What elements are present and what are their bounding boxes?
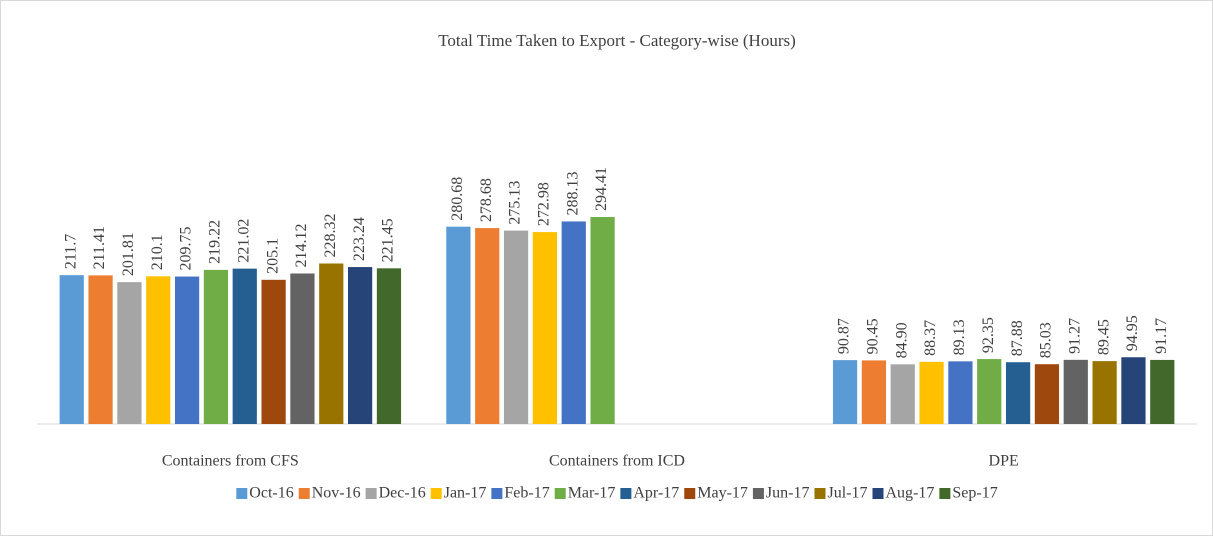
legend-label: Jun-17 [766, 485, 810, 502]
bar [347, 267, 373, 424]
bar [532, 232, 558, 424]
bar [1150, 359, 1175, 424]
data-label: 91.27 [1066, 318, 1083, 354]
legend-label: Nov-16 [312, 485, 361, 502]
bar [1005, 362, 1031, 424]
bar [948, 361, 973, 424]
data-label: 91.17 [1153, 318, 1170, 354]
data-label: 280.68 [449, 177, 466, 221]
bar [590, 217, 615, 424]
bar [890, 364, 915, 424]
bar [117, 282, 142, 424]
bar [1034, 364, 1060, 424]
data-label: 278.68 [478, 178, 495, 222]
legend-label: Sep-17 [952, 485, 997, 502]
legend-swatch [491, 488, 503, 499]
legend-swatch [939, 488, 951, 499]
legend-swatch [365, 488, 377, 499]
bar [1092, 361, 1117, 424]
legend-label: May-17 [697, 485, 748, 502]
bar [319, 263, 344, 424]
data-label: 211.41 [91, 226, 108, 269]
bar [146, 276, 171, 424]
data-label: 272.98 [536, 182, 553, 226]
legend-label: Dec-16 [379, 485, 426, 502]
bar [446, 226, 471, 424]
bar [561, 221, 586, 424]
data-label: 85.03 [1038, 322, 1055, 358]
data-label: 294.41 [593, 167, 610, 211]
data-label: 84.90 [893, 322, 910, 358]
legend-swatch [236, 488, 248, 499]
bar [861, 360, 887, 424]
data-label: 288.13 [564, 171, 581, 215]
bar [174, 276, 200, 424]
bar [88, 275, 113, 424]
x-tick-label: Containers from CFS [162, 453, 299, 470]
data-label: 94.95 [1124, 315, 1141, 351]
chart-title: Total Time Taken to Export - Category-wi… [438, 31, 796, 50]
bar [59, 275, 84, 424]
data-label: 221.45 [380, 218, 397, 262]
bar [475, 228, 500, 424]
data-label: 209.75 [178, 227, 195, 271]
bar [977, 359, 1002, 424]
bar [261, 279, 286, 424]
data-label: 90.87 [836, 318, 853, 354]
bar [503, 230, 529, 424]
legend-label: Jan-17 [444, 485, 487, 502]
legend-swatch [684, 488, 696, 499]
x-tick-label: Containers from ICD [549, 453, 685, 470]
bar [1121, 357, 1146, 424]
data-label: 88.37 [922, 320, 939, 356]
data-label: 223.24 [351, 217, 368, 261]
data-label: 210.1 [149, 234, 166, 270]
data-label: 201.81 [120, 232, 137, 276]
data-label: 89.13 [951, 319, 968, 355]
legend-label: Mar-17 [568, 485, 616, 502]
data-label: 87.88 [1009, 320, 1026, 356]
data-label: 228.32 [322, 213, 339, 257]
data-label: 89.45 [1095, 319, 1112, 355]
data-label: 205.1 [264, 238, 281, 274]
bar [919, 361, 944, 424]
data-label: 221.02 [235, 219, 252, 263]
legend-label: Jul-17 [827, 485, 867, 502]
legend-swatch [814, 488, 826, 499]
legend-label: Aug-17 [885, 485, 934, 502]
legend-swatch [620, 488, 632, 499]
data-label: 90.45 [865, 318, 882, 354]
data-label: 214.12 [293, 223, 310, 267]
legend-swatch [752, 488, 764, 499]
bar [232, 268, 257, 424]
legend-swatch [554, 488, 566, 499]
data-label: 211.7 [62, 234, 79, 269]
bar [832, 360, 858, 424]
legend-label: Feb-17 [504, 485, 549, 502]
data-label: 275.13 [507, 181, 524, 225]
data-label: 219.22 [207, 220, 224, 264]
x-tick-label: DPE [989, 453, 1019, 470]
legend-swatch [298, 488, 310, 499]
data-label: 92.35 [980, 317, 997, 353]
legend-label: Apr-17 [633, 485, 679, 502]
bar [290, 273, 315, 424]
legend-swatch [872, 488, 884, 499]
legend-swatch [430, 488, 442, 499]
bar [1063, 359, 1088, 424]
bar [203, 269, 229, 424]
legend-label: Oct-16 [249, 485, 293, 502]
bar [376, 268, 402, 424]
